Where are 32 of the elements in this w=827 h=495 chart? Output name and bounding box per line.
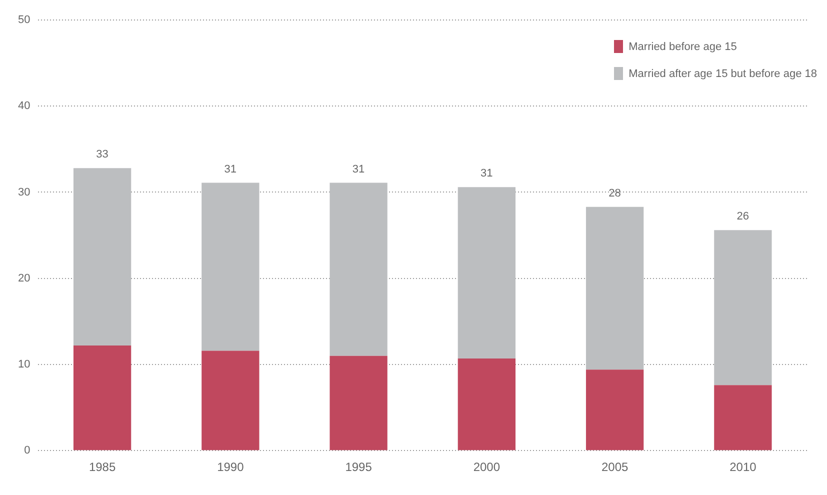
bar xyxy=(458,358,516,450)
y-tick-label: 10 xyxy=(18,358,30,371)
x-tick-label: 1995 xyxy=(345,460,372,474)
legend-label: Married before age 15 xyxy=(628,40,737,52)
y-tick-label: 50 xyxy=(18,14,30,26)
total-label: 31 xyxy=(480,168,493,180)
total-label: 28 xyxy=(608,187,621,200)
x-tick-label: 2005 xyxy=(601,460,628,474)
bar xyxy=(330,356,388,450)
bar xyxy=(714,385,772,450)
bar xyxy=(73,168,132,346)
y-tick-label: 40 xyxy=(18,100,30,112)
legend-label: Married after age 15 but before age 18 xyxy=(628,68,817,80)
bar xyxy=(586,370,644,450)
bar xyxy=(330,182,388,356)
bar xyxy=(458,187,516,358)
total-label: 31 xyxy=(224,163,237,176)
x-tick-label: 2000 xyxy=(473,460,500,474)
bar xyxy=(202,350,260,450)
x-tick-label: 1985 xyxy=(88,460,116,474)
total-label: 33 xyxy=(96,148,108,161)
bar xyxy=(202,182,260,351)
bar xyxy=(73,346,132,450)
y-tick-label: 20 xyxy=(18,272,30,284)
bar xyxy=(586,206,644,370)
x-tick-label: 1990 xyxy=(217,460,244,474)
bar xyxy=(714,230,772,386)
y-tick-label: 30 xyxy=(18,186,30,198)
total-label: 31 xyxy=(352,163,365,176)
x-tick-label: 2010 xyxy=(730,460,757,474)
y-tick-label: 0 xyxy=(24,444,30,457)
total-label: 26 xyxy=(736,210,750,223)
